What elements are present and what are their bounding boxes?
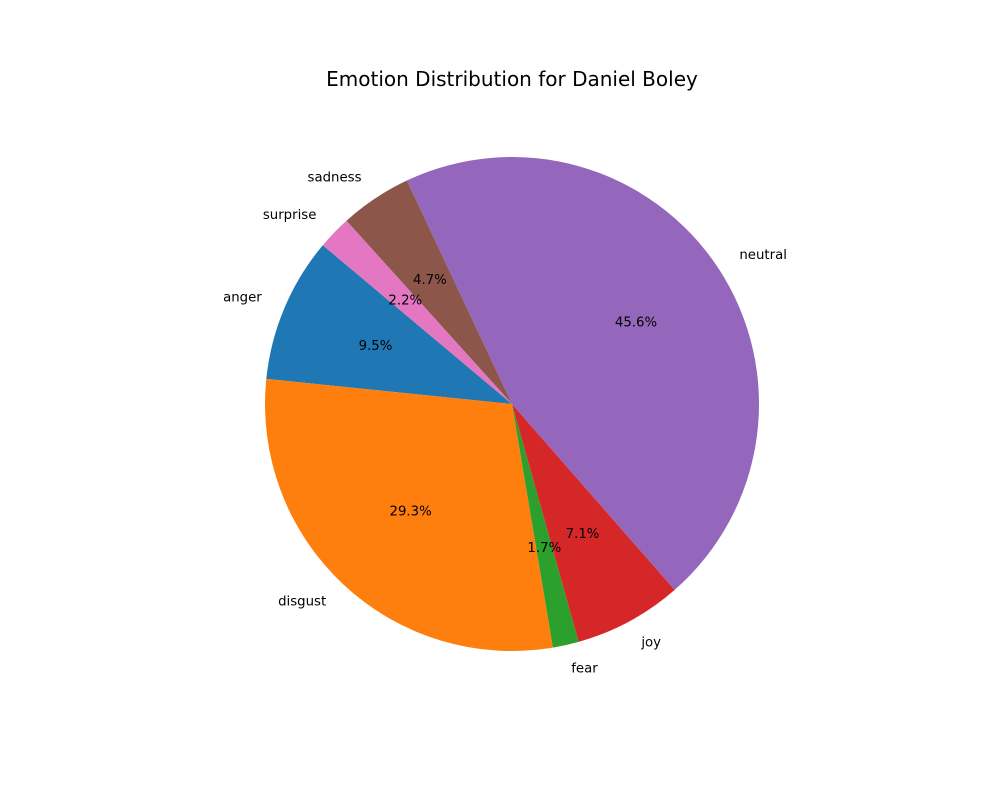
pie-slice-joy [512,404,675,642]
pie-pct-label-joy: 7.1% [566,527,600,542]
pie-slice-neutral [406,156,760,590]
pie-slice-anger [266,245,512,404]
pie-pct-label-surprise: 2.2% [388,294,422,309]
pie-pct-label-anger: 9.5% [359,339,393,354]
pie-slice-fear [512,404,579,648]
pie-pct-label-disgust: 29.3% [390,505,432,520]
pie-category-label-neutral: neutral [739,248,787,263]
pie-category-label-joy: joy [640,635,661,650]
pie-pct-label-neutral: 45.6% [615,315,657,330]
pie-category-label-sadness: sadness [308,170,362,185]
pie-labels: 9.5% anger 29.3% disgust 1.7% fear 7.1% joy 45.6… [223,170,787,676]
pie-slice-sadness [346,180,512,404]
pie-pct-label-fear: 1.7% [527,541,561,556]
pie-category-label-anger: anger [223,291,262,306]
pie-pct-label-sadness: 4.7% [413,273,447,288]
pie-category-label-surprise: surprise [263,208,317,223]
pie-slices [265,156,760,651]
pie-category-label-fear: fear [571,662,598,677]
chart-title: Emotion Distribution for Daniel Boley [326,67,698,91]
pie-category-label-disgust: disgust [278,595,326,610]
pie-slice-disgust [265,378,553,651]
pie-slice-surprise [322,220,512,404]
